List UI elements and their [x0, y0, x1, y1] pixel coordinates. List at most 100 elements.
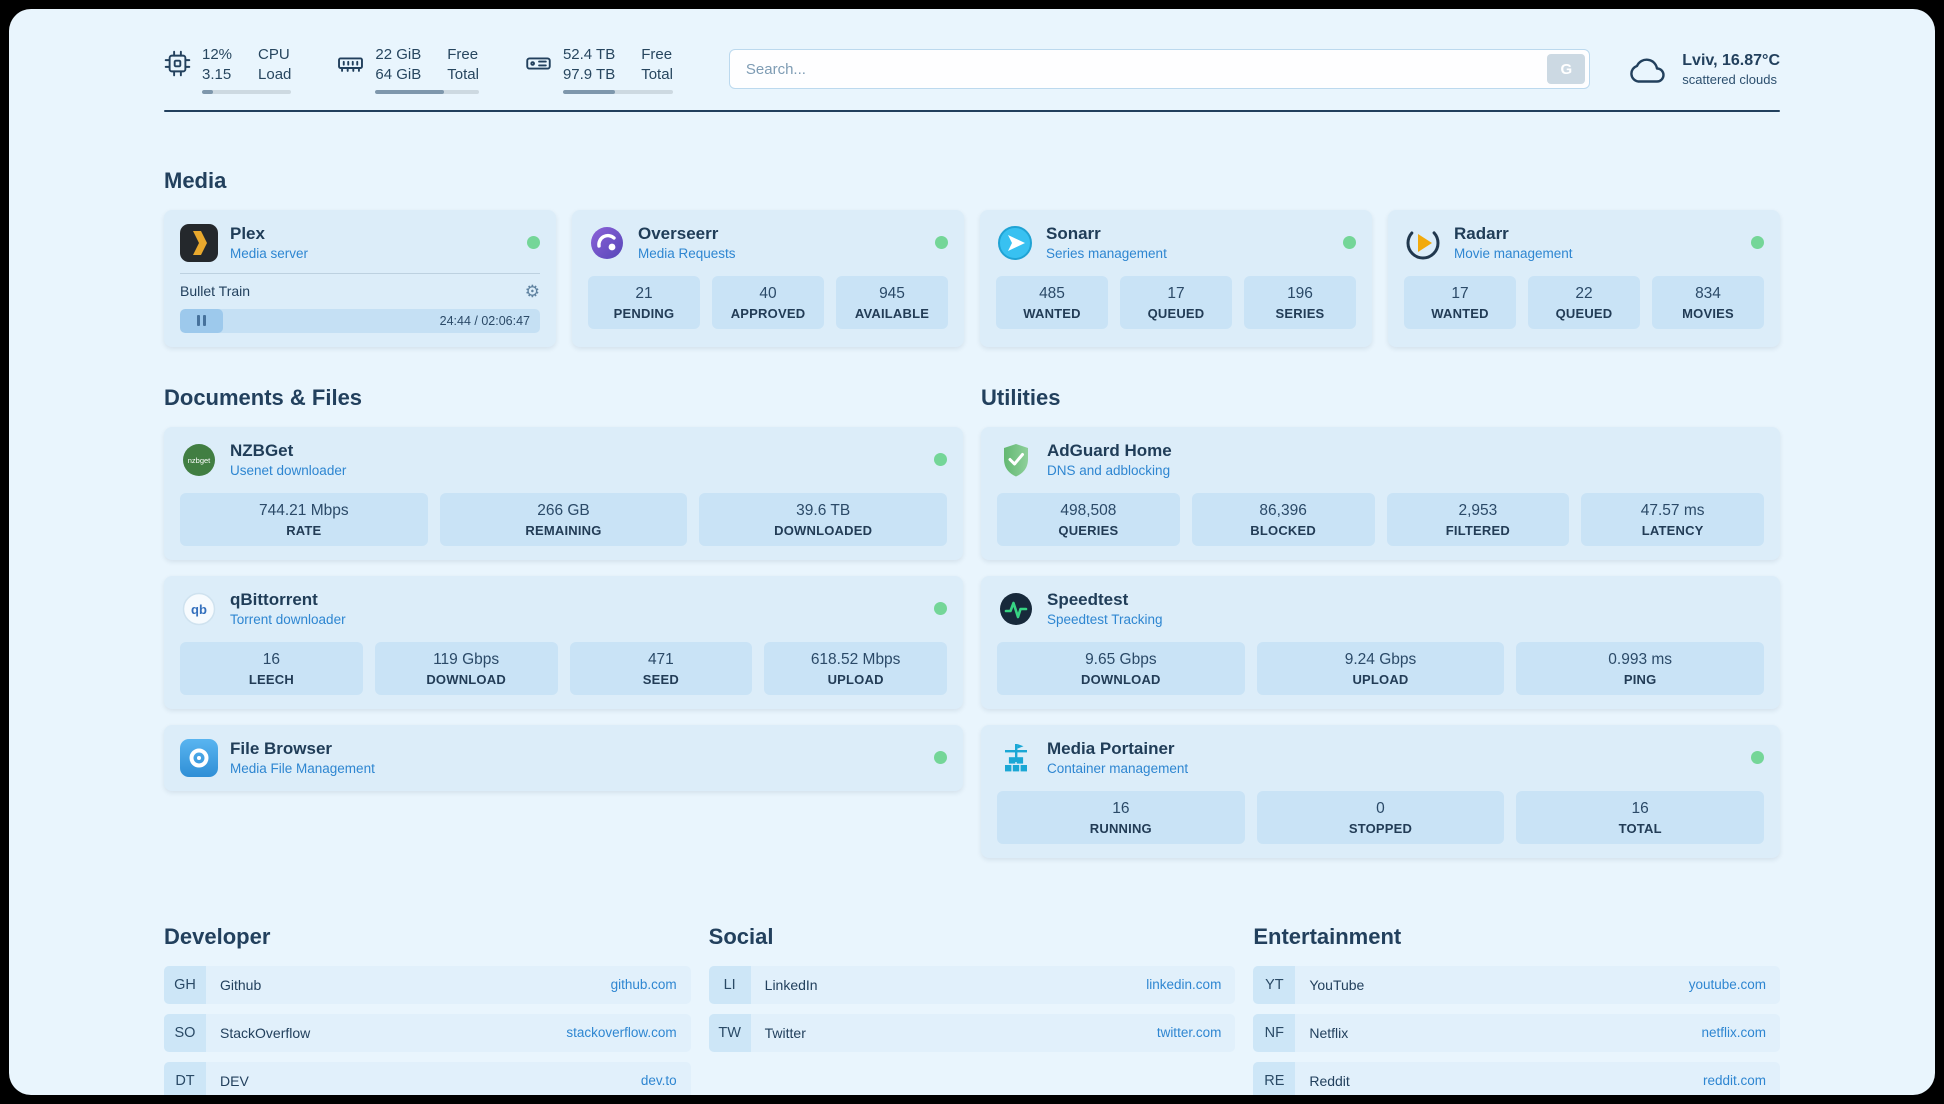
top-bar: 12% CPU 3.15 Load 22 GiB Fr — [164, 45, 1780, 94]
stat-upload: 9.24 Gbps UPLOAD — [1256, 641, 1505, 695]
cpu-bar-fill — [202, 89, 213, 94]
sonarr-card[interactable]: Sonarr Series management 485 WANTED 17 QUE… — [980, 209, 1372, 347]
status-dot — [934, 602, 947, 615]
stat-approved: 40 APPROVED — [712, 275, 824, 329]
search-input[interactable] — [728, 49, 1591, 90]
bookmark-youtube[interactable]: YT YouTube youtube.com — [1253, 965, 1780, 1004]
dashboard-page: 12% CPU 3.15 Load 22 GiB Fr — [9, 9, 1935, 1095]
nzbget-card[interactable]: nzbget NZBGet Usenet downloader 744.21 M… — [164, 426, 963, 560]
stat-wanted: 485 WANTED — [996, 275, 1108, 329]
stat-total: 16 TOTAL — [1516, 790, 1764, 844]
bookmark-url: netflix.com — [1701, 1025, 1766, 1040]
section-social: Social LI LinkedIn linkedin.com TW Twitt… — [708, 924, 1236, 1096]
filebrowser-card[interactable]: File Browser Media File Management — [164, 724, 963, 791]
sonarr-icon — [996, 224, 1034, 262]
stat-stopped: 0 STOPPED — [1256, 790, 1505, 844]
stat-latency: 47.57 ms LATENCY — [1581, 492, 1764, 546]
app-subtitle: Media server — [230, 246, 309, 262]
bookmark-reddit[interactable]: RE Reddit reddit.com — [1253, 1061, 1780, 1095]
stat-series: 196 SERIES — [1244, 275, 1356, 329]
memory-icon — [337, 50, 364, 77]
app-subtitle: Speedtest Tracking — [1047, 612, 1163, 628]
gear-icon[interactable]: ⚙ — [524, 281, 540, 301]
search-bar: G — [728, 49, 1591, 90]
bookmark-dev[interactable]: DT DEV dev.to — [164, 1061, 691, 1095]
adguard-card[interactable]: AdGuard Home DNS and adblocking 498,508 Q… — [981, 426, 1780, 560]
status-dot — [934, 453, 947, 466]
bookmark-name: DEV — [220, 1072, 249, 1089]
app-name: Media Portainer — [1047, 738, 1175, 758]
disk-bar-fill — [562, 89, 615, 94]
bookmark-twitter[interactable]: TW Twitter twitter.com — [708, 1013, 1236, 1052]
bookmark-abbr: SO — [164, 1013, 206, 1052]
stat-movies: 834 MOVIES — [1652, 275, 1764, 329]
app-subtitle: DNS and adblocking — [1047, 463, 1171, 479]
stat-remaining: 266 GB REMAINING — [439, 492, 688, 546]
status-dot — [935, 236, 948, 249]
app-name: qBittorrent — [230, 589, 318, 609]
stat-leech: 16 LEECH — [180, 641, 363, 695]
speedtest-card[interactable]: Speedtest Speedtest Tracking 9.65 Gbps DO… — [981, 575, 1780, 709]
app-subtitle: Usenet downloader — [230, 463, 347, 479]
memory-bar-fill — [375, 89, 444, 94]
stat-blocked: 86,396 BLOCKED — [1191, 492, 1375, 546]
cpu-icon — [164, 50, 191, 77]
bookmark-abbr: NF — [1253, 1013, 1296, 1052]
section-entertainment: Entertainment YT YouTube youtube.com NF … — [1253, 924, 1780, 1095]
app-name: Overseerr — [638, 223, 719, 243]
overseerr-card[interactable]: Overseerr Media Requests 21 PENDING 40 APP… — [572, 209, 964, 347]
bookmark-abbr: TW — [708, 1013, 751, 1052]
stat-filtered: 2,953 FILTERED — [1386, 492, 1570, 546]
cpu-load-value: 3.15 — [202, 66, 232, 84]
disk-widget: 52.4 TB Free 97.9 TB Total — [525, 45, 673, 94]
bookmark-stackoverflow[interactable]: SO StackOverflow stackoverflow.com — [164, 1013, 691, 1052]
stat-rate: 744.21 Mbps RATE — [180, 492, 428, 546]
svg-text:qb: qb — [191, 602, 207, 617]
app-subtitle: Torrent downloader — [230, 612, 346, 628]
radarr-card[interactable]: Radarr Movie management 17 WANTED 22 QUEUE… — [1388, 209, 1780, 347]
nzbget-icon: nzbget — [180, 441, 218, 479]
section-title-utilities: Utilities — [981, 384, 1061, 410]
bookmark-github[interactable]: GH Github github.com — [164, 965, 691, 1004]
status-dot — [934, 751, 947, 764]
bookmark-name: Github — [220, 976, 262, 993]
section-title-media: Media — [164, 167, 227, 193]
cloud-icon — [1626, 53, 1670, 86]
svg-text:nzbget: nzbget — [188, 456, 211, 465]
disk-total-value: 97.9 TB — [562, 66, 616, 84]
playback-progress[interactable]: 24:44 / 02:06:47 — [180, 308, 540, 333]
stat-download: 119 Gbps DOWNLOAD — [374, 641, 558, 695]
bookmark-linkedin[interactable]: LI LinkedIn linkedin.com — [708, 965, 1236, 1004]
bookmark-abbr: GH — [164, 965, 206, 1004]
stat-download: 9.65 Gbps DOWNLOAD — [997, 641, 1245, 695]
stat-queued: 17 QUEUED — [1120, 275, 1232, 329]
plex-icon — [180, 223, 218, 262]
app-subtitle: Movie management — [1454, 246, 1573, 262]
portainer-card[interactable]: Media Portainer Container management 16 R… — [981, 724, 1780, 858]
stat-running: 16 RUNNING — [997, 790, 1245, 844]
disk-bar — [562, 89, 673, 94]
section-media: Media Plex Media server Bullet — [164, 168, 1780, 347]
cpu-widget: 12% CPU 3.15 Load — [164, 45, 292, 94]
app-name: AdGuard Home — [1047, 440, 1172, 460]
search-engine-button[interactable]: G — [1547, 54, 1586, 85]
stat-queries: 498,508 QUERIES — [997, 492, 1180, 546]
adguard-icon — [997, 441, 1035, 479]
app-name: Speedtest — [1047, 589, 1129, 609]
bookmark-url: github.com — [610, 977, 677, 992]
disk-icon — [525, 50, 552, 77]
plex-card[interactable]: Plex Media server Bullet Train ⚙ 24:44 /… — [164, 209, 556, 347]
status-dot — [1751, 236, 1764, 249]
cpu-load-label: Load — [258, 66, 292, 84]
bookmark-name: Reddit — [1309, 1072, 1350, 1089]
bookmark-name: LinkedIn — [764, 976, 818, 993]
status-dot — [1343, 236, 1356, 249]
bookmark-netflix[interactable]: NF Netflix netflix.com — [1253, 1013, 1780, 1052]
stat-ping: 0.993 ms PING — [1516, 641, 1764, 695]
bookmark-abbr: YT — [1253, 965, 1296, 1004]
app-name: Sonarr — [1046, 223, 1101, 243]
qbittorrent-card[interactable]: qb qBittorrent Torrent downloader 16 LEEC… — [164, 575, 963, 709]
status-dot — [1751, 751, 1764, 764]
bookmark-name: YouTube — [1309, 976, 1365, 993]
pause-icon[interactable] — [197, 315, 207, 326]
